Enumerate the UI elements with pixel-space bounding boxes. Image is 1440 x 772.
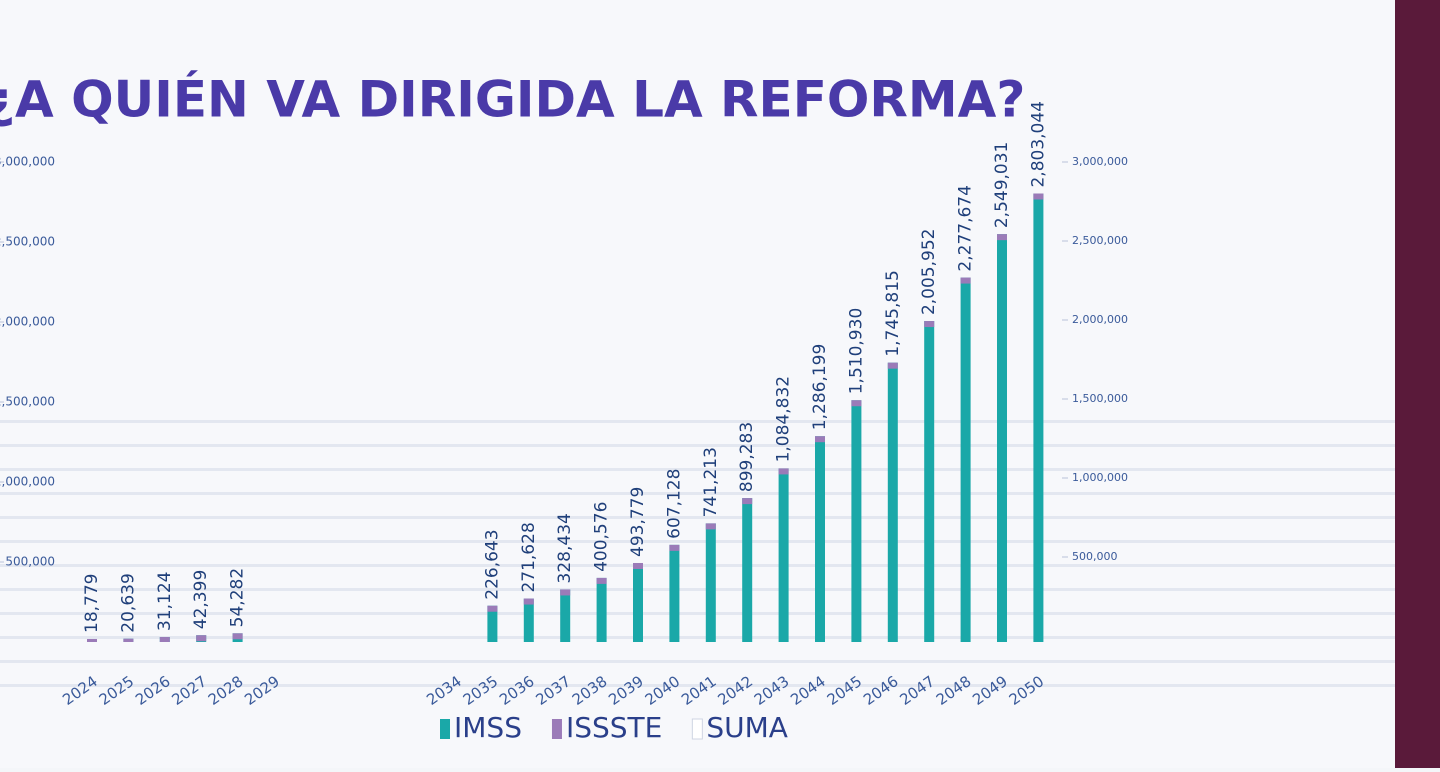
- y2-tick-label: 500,000: [1072, 550, 1118, 563]
- bar-cap: [924, 321, 935, 328]
- bar: [633, 562, 643, 642]
- bar: [778, 468, 789, 642]
- value-label: 2,005,952: [919, 229, 939, 316]
- value-label: 18,779: [82, 574, 102, 633]
- y2-tick-label: 1,000,000: [1072, 471, 1128, 484]
- value-label: 42,399: [191, 570, 211, 629]
- value-label: 328,434: [555, 513, 575, 583]
- stripe: [0, 516, 1395, 519]
- bar-cap: [960, 277, 971, 284]
- stripe: [0, 444, 1395, 447]
- background-stripes: [0, 420, 1395, 687]
- bar-cap: [196, 635, 207, 642]
- value-label: 271,628: [519, 522, 539, 592]
- bar: [560, 589, 571, 642]
- stripe: [0, 684, 1395, 687]
- bar: [742, 498, 753, 642]
- bar-cap: [669, 544, 680, 551]
- value-label: 2,277,674: [956, 185, 976, 272]
- bar-cap: [851, 400, 862, 407]
- legend-swatch: [551, 719, 562, 739]
- bar: [887, 362, 898, 642]
- bar-cap: [87, 638, 97, 642]
- value-label: 493,779: [628, 487, 648, 557]
- bar: [705, 523, 716, 642]
- bar-cap: [887, 362, 898, 369]
- y2-tick-label: 3,000,000: [1072, 155, 1128, 168]
- bar-cap: [123, 638, 134, 642]
- bar-cap: [997, 234, 1007, 241]
- side-panel: [1395, 0, 1440, 768]
- value-label: 400,576: [592, 502, 612, 572]
- y2-tick-label: 2,500,000: [1072, 234, 1128, 247]
- bar-cap: [633, 562, 643, 569]
- bar: [523, 598, 534, 642]
- value-label: 2,803,044: [1028, 101, 1048, 188]
- bar-cap: [742, 498, 753, 505]
- bar-cap: [232, 633, 243, 640]
- stripe: [0, 492, 1395, 495]
- y2-tick-label: 1,500,000: [1072, 392, 1128, 405]
- y-tick-label: 1,500,000: [0, 395, 55, 409]
- stripe: [0, 588, 1395, 591]
- bar-cap: [159, 637, 170, 642]
- bar-cap: [778, 468, 789, 475]
- stripe: [0, 660, 1395, 663]
- bar-cap: [815, 436, 825, 443]
- bar: [669, 544, 680, 642]
- y-tick-label: 3,000,000: [0, 155, 55, 169]
- value-label: 1,084,832: [774, 376, 794, 463]
- y2-tick-label: 2,000,000: [1072, 313, 1128, 326]
- chart-title: ¿A QUIÉN VA DIRIGIDA LA REFORMA?: [0, 70, 1025, 129]
- legend-swatch: [691, 718, 703, 740]
- bar: [1033, 193, 1044, 643]
- value-label: 899,283: [737, 422, 757, 492]
- value-label: 1,510,930: [846, 308, 866, 395]
- y-tick-label: 2,000,000: [0, 315, 55, 329]
- bar: [596, 577, 607, 642]
- stripe: [0, 420, 1395, 423]
- y-tick-label: 500,000: [5, 555, 55, 569]
- bar: [851, 400, 862, 642]
- value-label: 1,745,815: [883, 270, 903, 357]
- bar-cap: [523, 598, 534, 605]
- bar-cap: [487, 605, 498, 612]
- value-label: 20,639: [118, 573, 138, 632]
- bar-cap: [596, 577, 607, 584]
- y-tick-label: 2,500,000: [0, 235, 55, 249]
- value-label: 1,286,199: [810, 344, 830, 431]
- legend-swatch: [440, 719, 450, 739]
- stripe: [0, 564, 1395, 567]
- value-label: 226,643: [482, 529, 502, 599]
- bar-cap: [560, 589, 571, 596]
- stripe: [0, 540, 1395, 543]
- bar-cap: [1033, 193, 1044, 200]
- value-label: 54,282: [228, 568, 248, 627]
- bar: [997, 234, 1007, 643]
- legend-label: SUMA: [706, 711, 788, 744]
- stripe: [0, 468, 1395, 471]
- value-label: 741,213: [701, 447, 721, 517]
- value-label: 607,128: [664, 469, 684, 539]
- bar: [960, 277, 971, 642]
- bar: [924, 321, 935, 642]
- y-tick-label: 1,000,000: [0, 475, 55, 489]
- bar-cap: [705, 523, 716, 530]
- value-label: 31,124: [155, 572, 175, 631]
- legend-label: IMSS: [454, 711, 522, 744]
- bar: [487, 605, 498, 642]
- slide: [0, 0, 1395, 768]
- stripe: [0, 612, 1395, 615]
- legend-label: ISSSTE: [566, 711, 662, 744]
- value-label: 2,549,031: [992, 142, 1012, 229]
- stripe: [0, 636, 1395, 639]
- bar: [815, 436, 825, 642]
